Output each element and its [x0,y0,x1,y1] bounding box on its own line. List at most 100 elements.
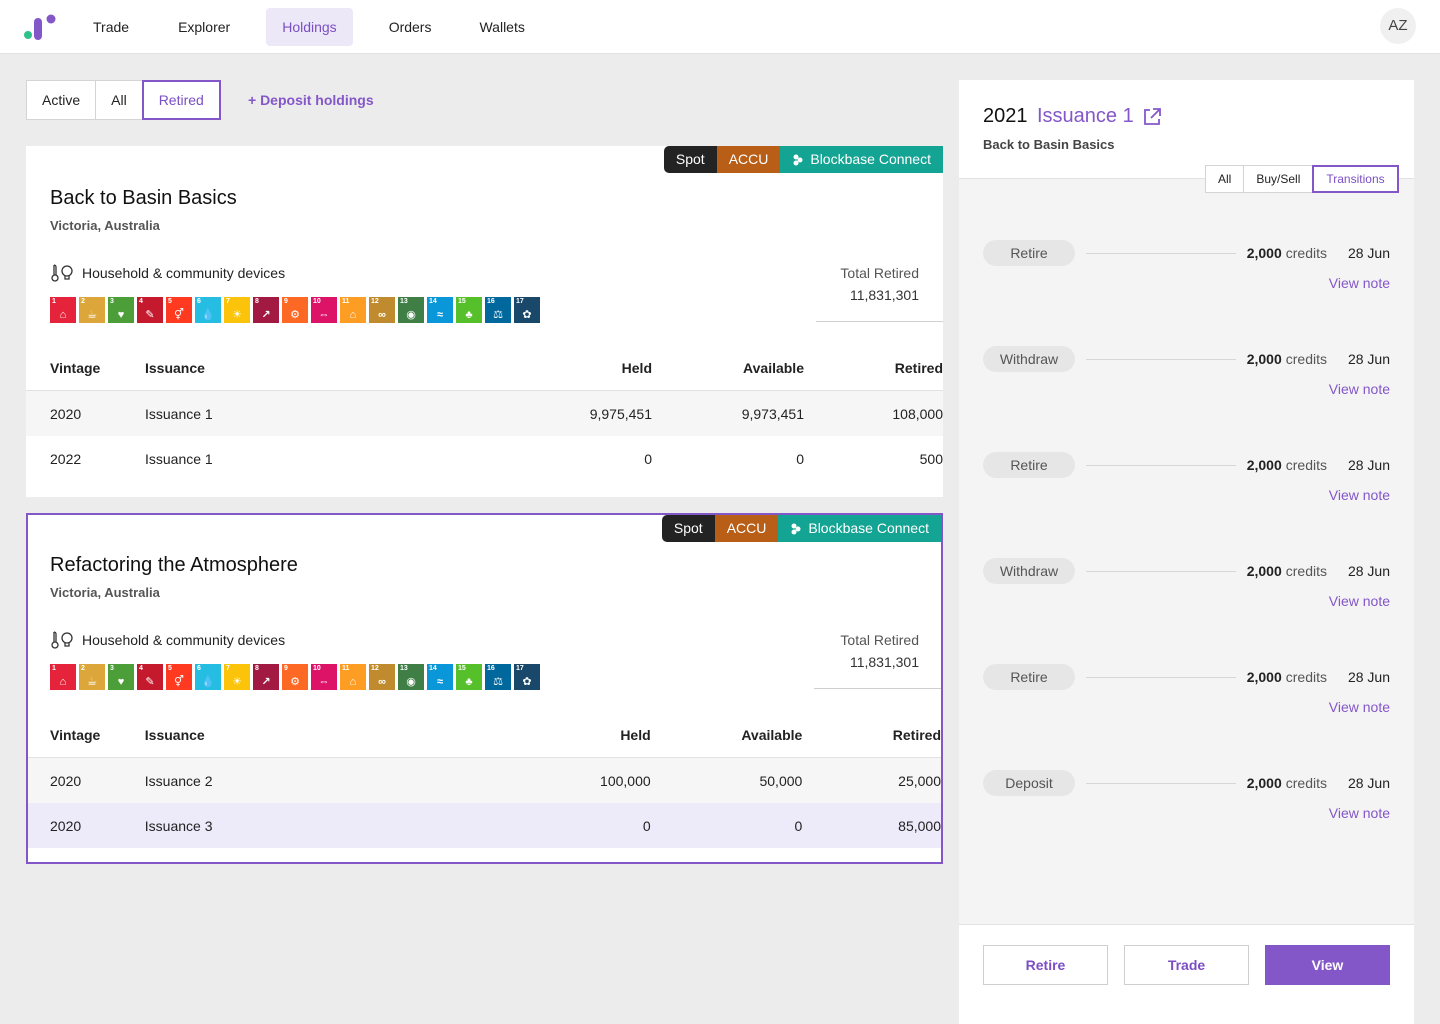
table-row[interactable]: 2020 Issuance 1 9,975,451 9,973,451 108,… [26,391,943,436]
transaction-item: Retire 2,000 credits 28 Jun View note [983,664,1390,744]
amount-unit: credits [1285,457,1327,473]
transaction-date: 28 Jun [1347,457,1390,473]
cell-available: 0 [796,450,804,467]
cell-held: 0 [644,450,652,467]
sdg-16-icon: 16 ⚖ [485,664,511,690]
app-logo[interactable] [24,14,58,40]
amount-unit: credits [1285,351,1327,367]
holding-title: Refactoring the Atmosphere [50,554,298,576]
table-header: Vintage Issuance Held Available Retired [26,346,943,391]
segment-transitions[interactable]: Transitions [1312,165,1399,193]
sdg-10-icon: 10 ⇔ [311,297,337,323]
filter-retired-button[interactable]: Retired [141,80,221,120]
retire-button[interactable]: Retire [983,945,1108,985]
tag-blockbase-label: Blockbase Connect [808,520,929,536]
sdg-10-icon: 10 ⇔ [311,664,337,690]
table-row[interactable]: 2022 Issuance 1 0 0 500 [26,436,943,481]
col-available: Available [741,727,803,743]
view-note-link[interactable]: View note [1328,381,1390,397]
table-header: Vintage Issuance Held Available Retired [28,713,941,758]
panel-issuance-link[interactable]: Issuance 1 [1037,105,1134,127]
transaction-amount: 2,000 credits [1247,669,1327,685]
nav-orders[interactable]: Orders [388,19,432,35]
sdg-5-icon: 5 ⚥ [166,297,192,323]
view-note-link[interactable]: View note [1328,593,1390,609]
transaction-date: 28 Jun [1347,245,1390,261]
segment-all[interactable]: All [1205,165,1245,193]
segment-buy-sell[interactable]: Buy/Sell [1243,165,1314,193]
nav-explorer[interactable]: Explorer [178,19,231,35]
view-note-link[interactable]: View note [1328,275,1390,291]
transaction-amount: 2,000 credits [1247,245,1327,261]
devices-icon [51,264,73,282]
holding-tags: Spot ACCU Blockbase Connect [663,146,943,173]
divider [816,321,943,322]
tag-spot: Spot [661,515,715,542]
amount-unit: credits [1285,669,1327,685]
cell-vintage: 2020 [50,405,82,422]
transaction-amount: 2,000 credits [1247,775,1327,791]
tag-blockbase-connect: Blockbase Connect [778,515,941,542]
deposit-holdings-link[interactable]: + Deposit holdings [248,92,374,108]
view-button[interactable]: View [1265,945,1390,985]
trade-button[interactable]: Trade [1124,945,1249,985]
cell-available: 9,973,451 [741,405,804,422]
category-label: Household & community devices [82,265,286,281]
transaction-item: Retire 2,000 credits 28 Jun View note [983,240,1390,320]
sdg-14-icon: 14 ≈ [427,297,453,323]
sdg-17-icon: 17 ✿ [514,664,540,690]
col-retired: Retired [894,360,943,376]
tag-spot: Spot [663,146,717,173]
sdg-8-icon: 8 ↗ [253,297,279,323]
tag-accu: ACCU [714,515,779,542]
sdg-1-icon: 1 ⌂ [50,297,76,323]
nav-trade[interactable]: Trade [93,19,130,35]
holding-card-selected[interactable]: Spot ACCU Blockbase Connect Refactoring … [26,513,943,864]
tag-accu: ACCU [716,146,781,173]
col-held: Held [621,360,652,376]
sdg-16-icon: 16 ⚖ [485,297,511,323]
filter-all-button[interactable]: All [95,80,143,120]
amount-value: 2,000 [1246,457,1282,473]
amount-value: 2,000 [1246,351,1282,367]
table-row-selected[interactable]: 2020 Issuance 3 0 0 85,000 [28,803,941,848]
holding-table: Vintage Issuance Held Available Retired … [28,713,941,848]
nav-wallets[interactable]: Wallets [479,19,525,35]
transaction-amount: 2,000 credits [1247,563,1327,579]
col-available: Available [743,360,804,376]
sdg-11-icon: 11 ⌂ [340,664,366,690]
holding-card[interactable]: Spot ACCU Blockbase Connect Back to Basi… [26,146,943,497]
user-avatar[interactable]: AZ [1380,8,1416,44]
sdg-9-icon: 9 ⚙ [282,297,308,323]
external-link-icon[interactable] [1142,107,1162,127]
col-vintage: Vintage [50,727,101,743]
transaction-type-badge: Retire [983,664,1075,690]
total-retired-label: Total Retired [840,265,919,281]
panel-subtitle: Back to Basin Basics [983,137,1115,152]
sdg-11-icon: 11 ⌂ [340,297,366,323]
sdg-3-icon: 3 ♥ [108,297,134,323]
table-row[interactable]: 2020 Issuance 2 100,000 50,000 25,000 [28,758,941,803]
blockbase-icon [793,154,803,165]
tag-blockbase-connect: Blockbase Connect [780,146,943,173]
amount-value: 2,000 [1246,775,1282,791]
holding-category: Household & community devices [50,631,285,649]
cell-retired: 25,000 [898,772,941,789]
view-note-link[interactable]: View note [1328,805,1390,821]
nav-holdings[interactable]: Holdings [266,8,353,46]
transaction-amount: 2,000 credits [1247,351,1327,367]
total-retired-value: 11,831,301 [849,654,919,670]
sdg-3-icon: 3 ♥ [108,664,134,690]
sdg-7-icon: 7 ☀ [224,664,250,690]
amount-unit: credits [1285,563,1327,579]
divider [1086,465,1236,466]
issuance-detail-panel: 2021 Issuance 1 Back to Basin Basics All… [959,80,1414,1024]
filter-active-button[interactable]: Active [26,80,97,120]
sdg-icons: 1 ⌂ 2 ☕ 3 ♥ 4 ✎ 5 ⚥ 6 💧 7 ☀ 8 ↗ 9 ⚙ 10 ⇔ 11 ⌂ 12 ∞ 13 ◉ 14 ≈15 ♣ 16 ⚖ 1… [50,664,540,690]
view-note-link[interactable]: View note [1328,487,1390,503]
cell-held: 100,000 [600,772,651,789]
amount-unit: credits [1285,245,1327,261]
total-retired-value: 11,831,301 [849,287,919,303]
transaction-date: 28 Jun [1347,669,1390,685]
view-note-link[interactable]: View note [1328,699,1390,715]
